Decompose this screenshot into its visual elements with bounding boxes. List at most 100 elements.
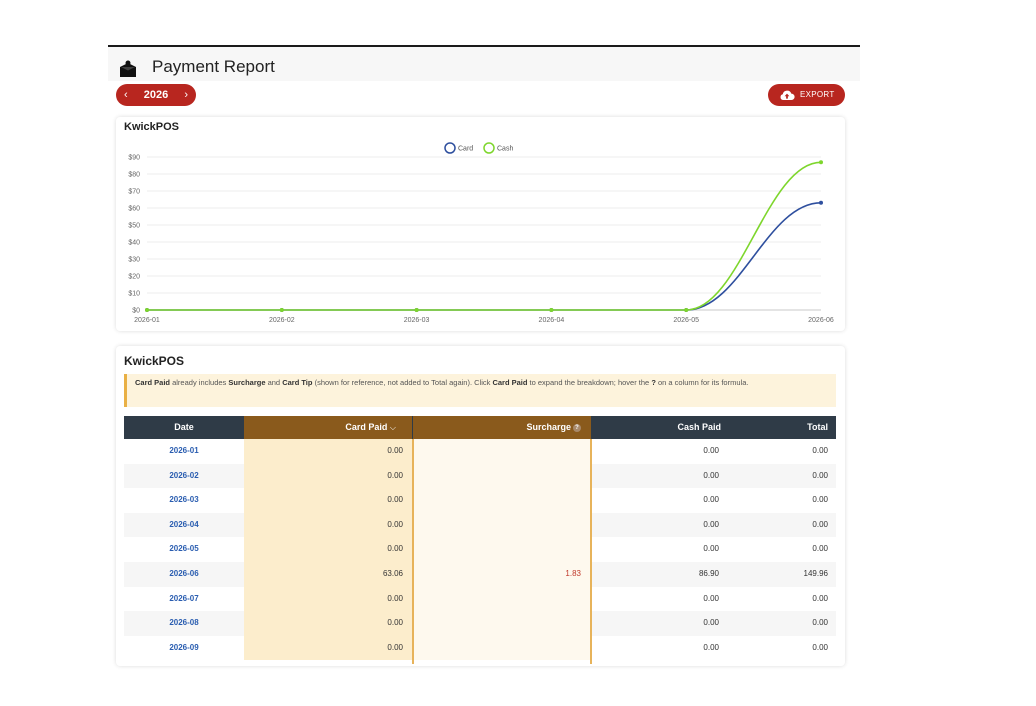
- table-row: 2026-07 0.00 0.00 0.00: [124, 586, 836, 612]
- card-paid-cell[interactable]: 0.00: [244, 635, 412, 661]
- date-link[interactable]: 2026-03: [169, 495, 199, 505]
- data-point-cash: [414, 308, 419, 312]
- col-date[interactable]: Date: [174, 422, 194, 432]
- date-link[interactable]: 2026-08: [169, 618, 199, 628]
- y-tick-label: $0: [132, 308, 140, 315]
- next-year-button[interactable]: ›: [184, 89, 188, 101]
- series-line-cash: [147, 161, 822, 311]
- date-link[interactable]: 2026-04: [169, 519, 199, 529]
- data-point-cash: [279, 308, 284, 312]
- y-tick-label: $80: [128, 172, 140, 179]
- chart-title: KwickPOS: [124, 121, 180, 133]
- data-point-cash: [145, 308, 149, 312]
- col-cash-paid[interactable]: Cash Paid: [677, 422, 721, 432]
- total-cell: 0.00: [812, 593, 828, 603]
- chart-card: KwickPOS $0 $10 $20 $30 $40 $50 $60 $70 $80 $90 20…: [116, 117, 845, 331]
- total-cell: 0.00: [812, 446, 828, 455]
- date-link[interactable]: 2026-02: [169, 470, 199, 480]
- x-tick-label: 2026-02: [269, 317, 295, 324]
- data-point-cash: [819, 160, 823, 165]
- page-header: Payment Report: [108, 47, 860, 81]
- y-tick-label: $20: [128, 274, 140, 281]
- cash-paid-cell: 0.00: [703, 446, 719, 455]
- total-cell: 0.00: [812, 618, 828, 628]
- card-paid-cell[interactable]: 0.00: [244, 439, 412, 464]
- cash-paid-cell: 0.00: [703, 544, 719, 554]
- legend-marker: [444, 142, 456, 154]
- date-link[interactable]: 2026-05: [169, 544, 199, 554]
- card-paid-cell[interactable]: 0.00: [244, 537, 412, 562]
- col-surcharge[interactable]: Surcharge?: [413, 416, 591, 439]
- cash-paid-cell: 0.00: [703, 495, 719, 505]
- surcharge-cell: [413, 488, 591, 513]
- prev-year-button[interactable]: ‹: [124, 89, 128, 101]
- year-label: 2026: [143, 89, 169, 101]
- col-total[interactable]: Total: [807, 422, 828, 432]
- surcharge-cell: [413, 463, 591, 489]
- table-row: 2026-02 0.00 0.00 0.00: [124, 463, 836, 489]
- x-tick-label: 2026-01: [134, 317, 160, 324]
- surcharge-cell: [413, 537, 591, 562]
- date-link[interactable]: 2026-07: [169, 593, 199, 603]
- page-title: Payment Report: [152, 57, 275, 76]
- legend-label: Cash: [497, 146, 513, 153]
- x-tick-label: 2026-03: [404, 317, 430, 324]
- table-row: 2026-08 0.00 0.00 0.00: [124, 611, 836, 636]
- card-paid-cell[interactable]: 0.00: [244, 463, 412, 489]
- total-cell: 0.00: [812, 642, 828, 652]
- data-point-cash: [684, 308, 689, 312]
- legend-marker: [483, 142, 495, 154]
- export-button[interactable]: EXPORT: [768, 84, 845, 106]
- y-tick-label: $70: [128, 189, 140, 196]
- column-divider: [412, 439, 414, 664]
- cloud-upload-icon: [780, 90, 795, 100]
- surcharge-cell: [413, 635, 591, 661]
- legend-label: Card: [458, 146, 473, 153]
- table-card: KwickPOS Card Paid already includes Surc…: [116, 346, 845, 666]
- y-tick-label: $10: [128, 291, 140, 298]
- chevron-down-icon[interactable]: ⌵: [389, 423, 396, 432]
- table-title: KwickPOS: [124, 354, 185, 368]
- line-chart: $0 $10 $20 $30 $40 $50 $60 $70 $80 $90 2026-01 2026…: [128, 142, 834, 324]
- cash-paid-cell: 0.00: [703, 618, 719, 628]
- total-cell: 0.00: [812, 470, 828, 480]
- col-card-paid[interactable]: Card Paid ⌵: [244, 416, 412, 439]
- series-line-card: [147, 201, 822, 311]
- surcharge-cell: [413, 586, 591, 612]
- y-tick-label: $50: [128, 223, 140, 230]
- export-label: EXPORT: [800, 90, 835, 99]
- card-paid-cell[interactable]: 0.00: [244, 488, 412, 513]
- surcharge-cell: [413, 439, 591, 464]
- card-paid-cell[interactable]: 0.00: [244, 611, 412, 636]
- table-row: 2026-09 0.00 0.00 0.00: [124, 635, 836, 661]
- table-row: 2026-03 0.00 0.00 0.00: [124, 488, 836, 513]
- table-row: 2026-05 0.00 0.00 0.00: [124, 537, 836, 562]
- date-link[interactable]: 2026-09: [169, 642, 199, 652]
- y-tick-label: $40: [128, 240, 140, 247]
- x-tick-label: 2026-05: [673, 317, 699, 324]
- surcharge-cell: 1.83: [413, 562, 591, 587]
- card-paid-cell[interactable]: 0.00: [244, 512, 412, 538]
- x-tick-label: 2026-04: [539, 317, 565, 324]
- cash-paid-cell: 0.00: [703, 593, 719, 603]
- cash-paid-cell: 0.00: [703, 642, 719, 652]
- total-cell: 149.96: [803, 569, 828, 578]
- table-row: 2026-01 0.00 0.00 0.00: [124, 439, 836, 464]
- table-row: 2026-04 0.00 0.00 0.00: [124, 512, 836, 538]
- cash-paid-cell: 86.90: [698, 569, 719, 578]
- card-paid-cell[interactable]: 63.06: [244, 562, 412, 587]
- info-note: Card Paid already includes Surcharge and…: [124, 374, 836, 407]
- data-point-card: [819, 200, 823, 205]
- total-cell: 0.00: [812, 544, 828, 554]
- date-link[interactable]: 2026-06: [169, 569, 199, 578]
- date-link[interactable]: 2026-01: [169, 446, 199, 455]
- card-paid-cell[interactable]: 0.00: [244, 586, 412, 612]
- cash-paid-cell: 0.00: [703, 519, 719, 529]
- help-icon[interactable]: ?: [573, 424, 581, 432]
- y-tick-label: $90: [128, 155, 140, 162]
- cash-paid-cell: 0.00: [703, 470, 719, 480]
- y-tick-label: $30: [128, 257, 140, 264]
- store-icon: [120, 60, 136, 77]
- total-cell: 0.00: [812, 495, 828, 505]
- x-tick-label: 2026-06: [808, 317, 834, 324]
